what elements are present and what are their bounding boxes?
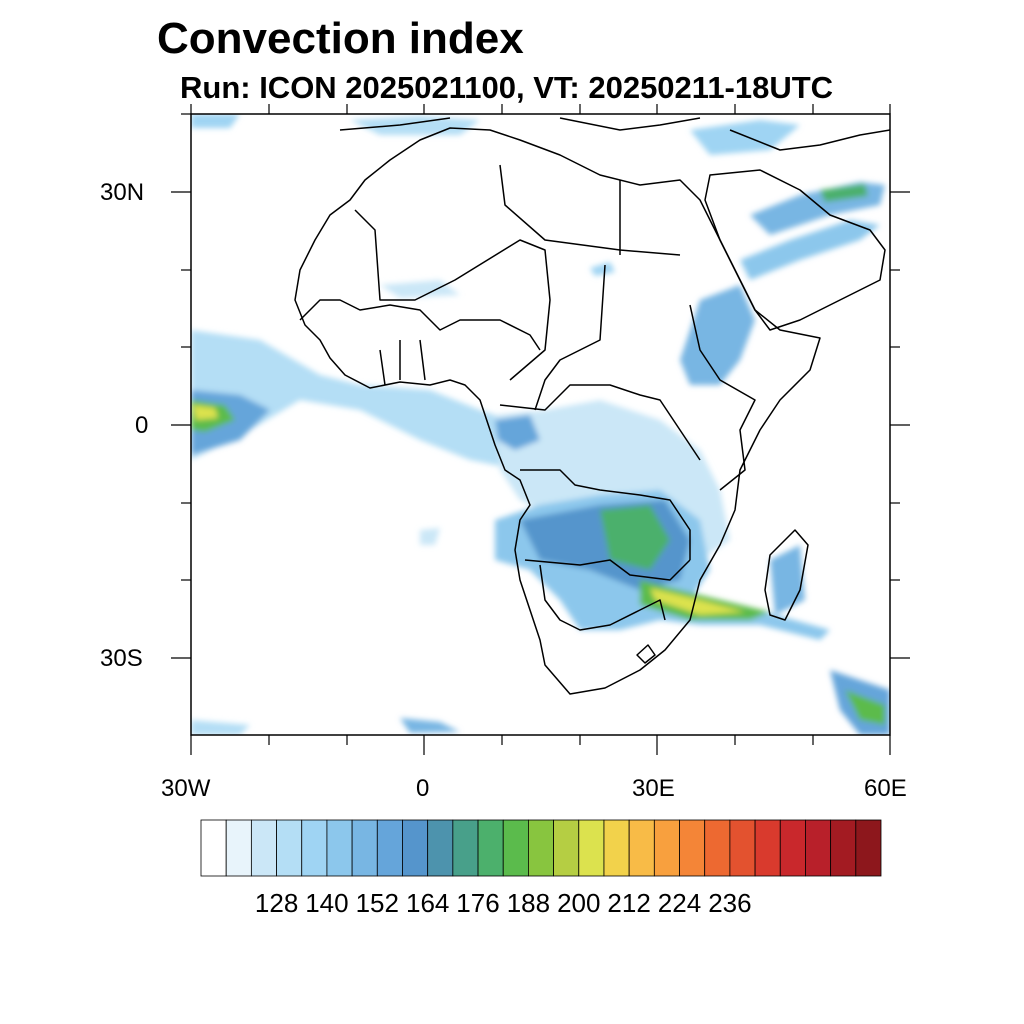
lat-label-0: 0 <box>135 412 149 439</box>
colorbar-swatch <box>276 819 303 877</box>
colorbar-swatch <box>553 819 580 877</box>
colorbar-tick-label: 188 <box>506 888 551 918</box>
field-sahel-streak <box>380 280 460 298</box>
arabia-coastline <box>704 169 886 331</box>
field-mauritania <box>590 262 615 276</box>
colorbar-swatch <box>502 819 529 877</box>
colorbar-swatch <box>326 819 353 877</box>
colorbar-tick-label: 128 <box>254 888 299 918</box>
chart-title: Convection index <box>157 14 524 63</box>
colorbar-swatch <box>779 819 806 877</box>
colorbar-swatch <box>830 819 857 877</box>
colorbar-swatch <box>805 819 832 877</box>
colorbar-swatch <box>225 819 252 877</box>
border-sudan <box>534 180 621 411</box>
lon-label-60e: 60E <box>864 775 907 802</box>
field-southern-ocean-mid <box>400 718 460 733</box>
axis-ticks <box>171 104 910 755</box>
border-south-2 <box>524 559 691 581</box>
mediterranean-north <box>339 117 890 151</box>
field-atlantic-peak-2 <box>193 405 218 420</box>
colorbar-swatch <box>427 819 454 877</box>
colorbar-tick-label: 164 <box>405 888 450 918</box>
field-ethiopia <box>680 285 755 385</box>
border-sahara-1 <box>354 209 551 381</box>
colorbar-tick-label: 140 <box>305 888 349 918</box>
border-west-africa <box>299 299 541 351</box>
field-sw-atlantic <box>420 528 440 545</box>
colorbar-swatch <box>653 819 680 877</box>
field-atlantic-band <box>191 330 540 470</box>
colorbar-tick-label: 200 <box>557 888 601 918</box>
colorbar-swatch <box>452 819 479 877</box>
colorbar-swatch <box>402 819 429 877</box>
africa-coastline <box>294 127 821 695</box>
border-south-1 <box>520 469 691 560</box>
field-arabia-band-2 <box>740 220 880 280</box>
border-sahara-2 <box>499 164 681 256</box>
colorbar-tick-label: 152 <box>355 888 399 918</box>
colorbar-tick-label: 236 <box>708 888 752 918</box>
colorbar-tick-label: 212 <box>607 888 651 918</box>
colorbar-swatch <box>754 819 781 877</box>
colorbar-tick-label: 224 <box>657 888 702 918</box>
border-south-3 <box>539 564 666 631</box>
colorbar-swatch <box>376 819 403 877</box>
colorbar-tick-label: 176 <box>456 888 500 918</box>
border-central <box>499 384 701 461</box>
field-zambia-green <box>600 505 670 570</box>
colorbar-swatch <box>477 819 504 877</box>
madagascar-coastline <box>764 529 809 621</box>
lon-label-30e: 30E <box>632 775 675 802</box>
lon-label-0: 0 <box>416 775 430 802</box>
field-mozambique-peak <box>650 588 745 615</box>
field-southern-ocean-east-core <box>845 690 885 725</box>
colorbar-swatch <box>301 819 328 877</box>
field-north-mediterranean <box>350 116 480 135</box>
field-madagascar <box>770 545 805 615</box>
colorbar-swatch <box>528 819 555 877</box>
lat-label-30n: 30N <box>100 179 145 206</box>
field-congo-core <box>495 415 540 450</box>
field-southern-ocean-west <box>191 720 250 735</box>
colorbar-swatch <box>679 819 706 877</box>
field-northwest-corner <box>191 114 240 128</box>
colorbar-swatch <box>628 819 655 877</box>
colorbar-swatch <box>855 819 882 877</box>
colorbar-swatch <box>729 819 756 877</box>
colorbar-swatch <box>351 819 378 877</box>
colorbar-swatch <box>578 819 605 877</box>
coastline-borders <box>294 117 890 695</box>
field-gulf-green <box>820 184 868 202</box>
border-coastal-small <box>379 339 426 386</box>
colorbar-swatch <box>603 819 630 877</box>
colorbar <box>200 819 882 877</box>
convection-field <box>191 114 890 735</box>
lon-label-30w: 30W <box>161 775 211 802</box>
border-east <box>689 304 756 491</box>
chart-subtitle: Run: ICON 2025021100, VT: 20250211-18UTC <box>180 70 834 105</box>
colorbar-swatch <box>250 819 277 877</box>
lesotho <box>636 644 656 664</box>
colorbar-swatch <box>704 819 731 877</box>
colorbar-swatch <box>200 819 227 877</box>
lat-label-30s: 30S <box>100 645 143 672</box>
